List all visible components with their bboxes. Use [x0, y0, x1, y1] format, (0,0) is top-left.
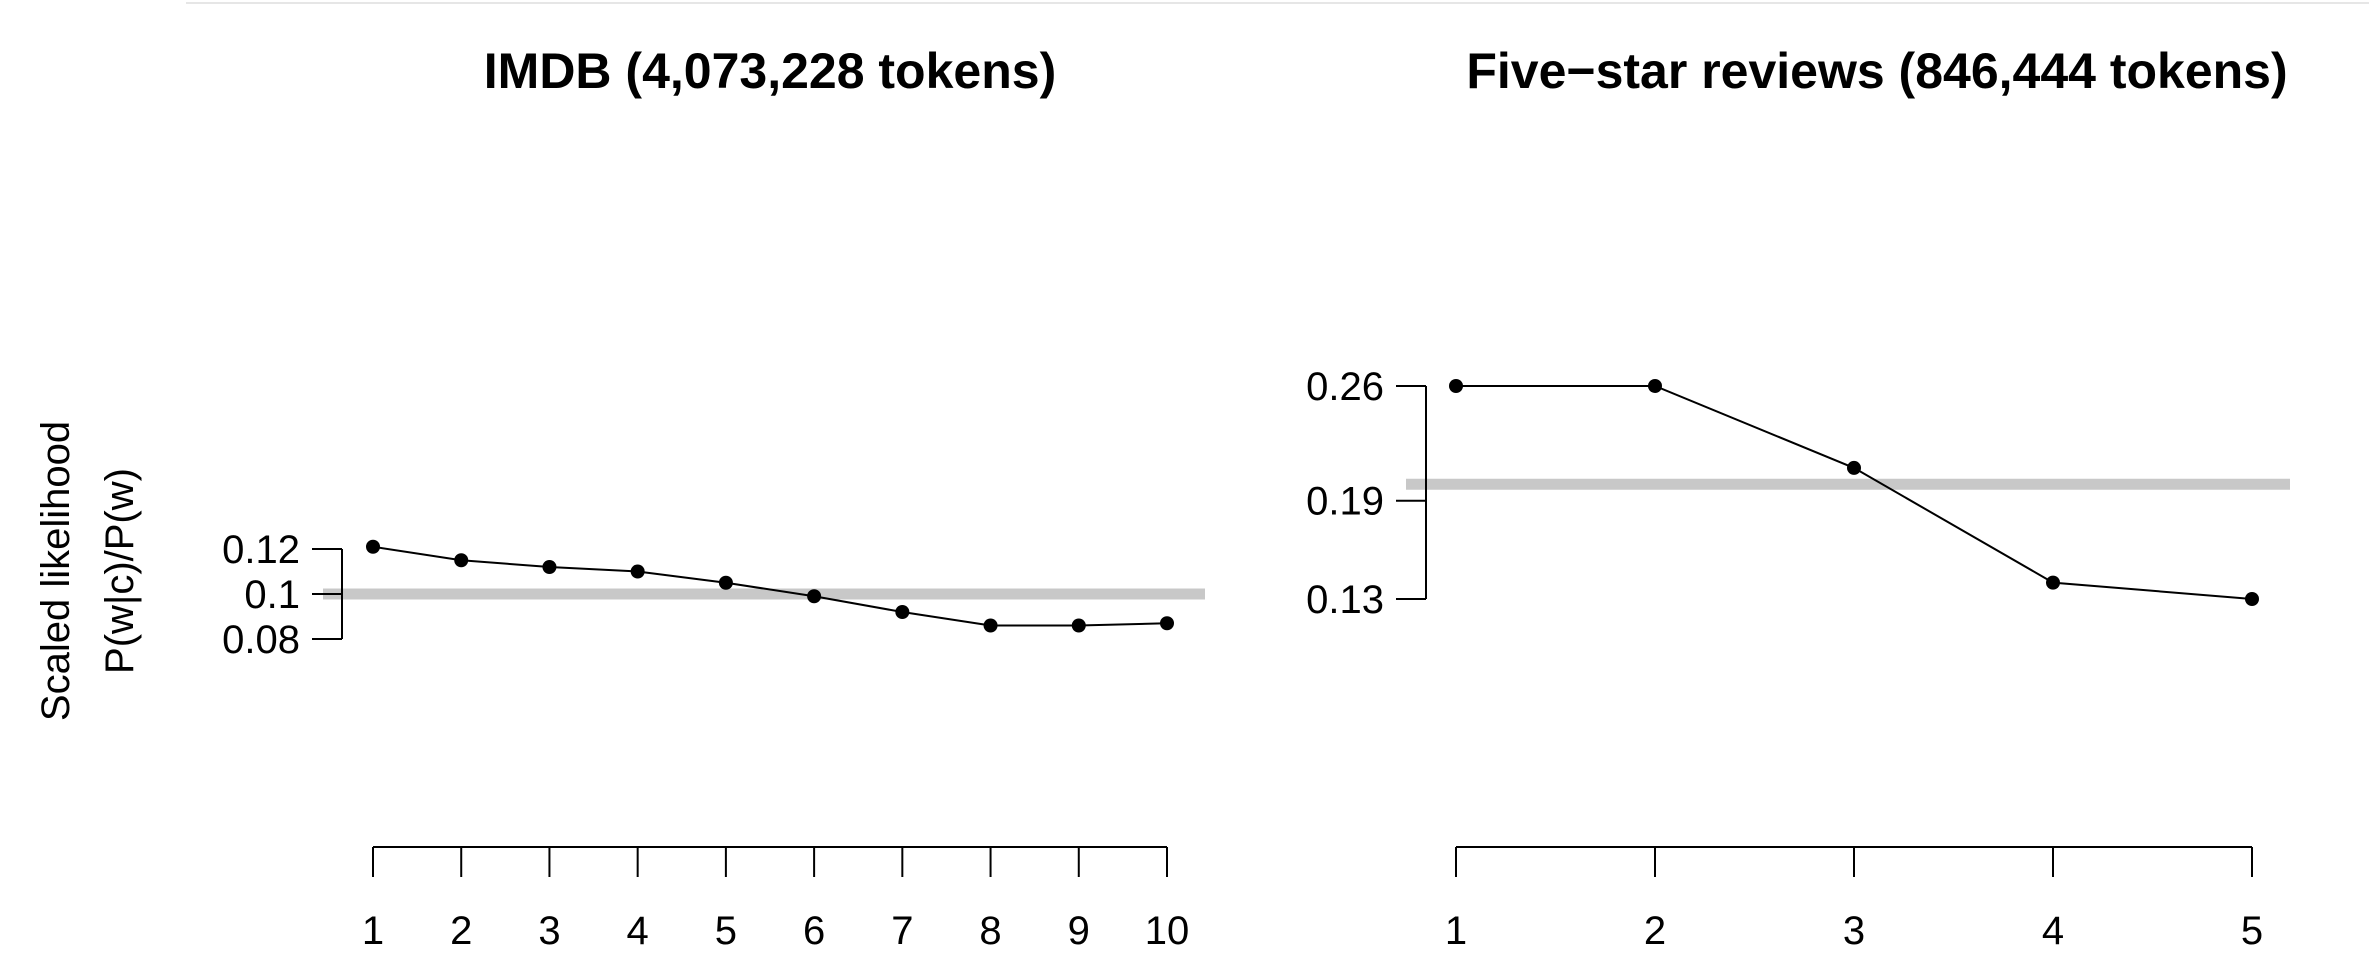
chart1-series-line	[1456, 385, 2253, 600]
chart1-y-tick-label: 0.13	[1306, 578, 1384, 622]
chart0-y-tick-label: 0.08	[222, 618, 300, 662]
chart1-x-tick-label: 5	[2241, 909, 2263, 953]
chart1-x-tick-label: 4	[2042, 909, 2064, 953]
chart0-data-point	[807, 589, 822, 604]
chart0-x-tick-label: 7	[891, 909, 913, 953]
chart0-data-point	[895, 605, 910, 619]
chart0-data-point	[1071, 618, 1086, 633]
chart0-x-tick-label: 6	[803, 909, 825, 953]
chart1-y-tick-label: 0.19	[1306, 480, 1384, 524]
chart1-data-point	[2046, 575, 2060, 590]
chart0-data-point	[454, 553, 469, 568]
chart0-x-tick-label: 5	[715, 909, 737, 953]
chart0-title: IMDB (4,073,228 tokens)	[484, 43, 1056, 99]
chart1-data-point	[1449, 379, 1463, 393]
chart0-x-tick-label: 2	[450, 909, 472, 953]
chart1-y-tick-label: 0.26	[1306, 365, 1384, 409]
chart1-x-tick-label: 2	[1644, 909, 1666, 953]
chart0-x-tick-label: 3	[538, 909, 560, 953]
chart0-y-tick-label: 0.12	[222, 528, 300, 572]
chart0-data-point	[366, 539, 380, 554]
chart1-data-point	[1847, 460, 1861, 475]
chart0-x-tick-label: 9	[1068, 909, 1090, 953]
chart0-y-tick-label: 0.1	[244, 573, 300, 617]
chart0-x-tick-label: 1	[362, 909, 384, 953]
chart0-x-tick-label: 4	[627, 909, 649, 953]
frame-top-border	[186, 2, 2369, 4]
chart1-data-point	[2245, 592, 2259, 606]
chart0-data-point	[630, 564, 645, 579]
chart1-x-tick-label: 1	[1445, 909, 1467, 953]
chart0-data-point	[718, 575, 733, 590]
chart0-x-tick-label: 8	[979, 909, 1001, 953]
chart0-series-line	[372, 545, 1168, 627]
chart1-x-tick-label: 3	[1843, 909, 1865, 953]
chart0-data-point	[983, 618, 998, 633]
chart0-data-point	[542, 560, 557, 574]
chart1-title: Five−star reviews (846,444 tokens)	[1466, 43, 2287, 99]
chart0-x-tick-label: 10	[1145, 909, 1190, 953]
chart0-data-point	[1160, 616, 1174, 631]
chart1-data-point	[1648, 379, 1662, 393]
